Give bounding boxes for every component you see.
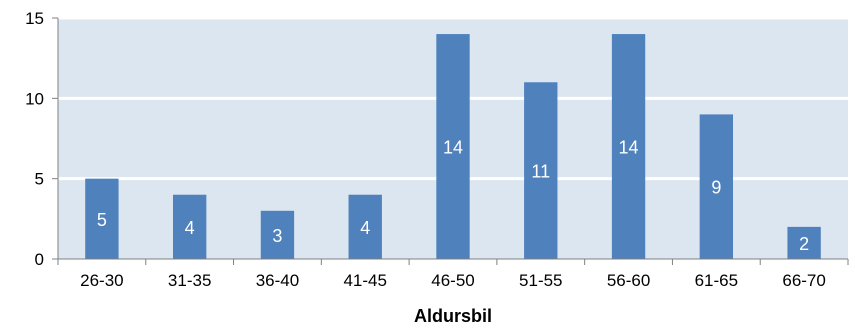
y-tick-label: 15 — [25, 9, 44, 28]
data-label: 11 — [531, 162, 550, 182]
y-tick-labels: 0 5 10 15 — [25, 9, 44, 269]
bar — [85, 178, 119, 259]
x-tick-label: 31-35 — [168, 271, 211, 290]
data-label: 14 — [443, 138, 463, 158]
x-axis-title: Aldursbil — [414, 306, 492, 326]
y-tick-label: 0 — [35, 250, 44, 269]
data-label: 4 — [360, 218, 370, 238]
bar — [348, 194, 382, 259]
bar — [260, 210, 295, 259]
data-label: 9 — [711, 178, 721, 198]
x-tick-label: 56-60 — [607, 271, 650, 290]
data-label: 4 — [185, 218, 195, 238]
data-label: 3 — [272, 226, 282, 246]
bars — [85, 34, 821, 260]
bar — [524, 82, 558, 260]
x-tick-label: 26-30 — [80, 271, 123, 290]
bar — [787, 226, 821, 259]
axes — [52, 17, 849, 265]
bar — [611, 34, 646, 259]
x-tick-label: 41-45 — [343, 271, 386, 290]
x-tick-label: 36-40 — [256, 271, 299, 290]
x-tick-label: 46-50 — [431, 271, 474, 290]
data-label: 5 — [97, 210, 107, 230]
y-tick-label: 10 — [25, 89, 44, 108]
x-tick-label: 51-55 — [519, 271, 562, 290]
bar — [172, 194, 207, 259]
bar — [699, 114, 734, 260]
data-labels: 5 4 3 4 14 11 14 9 2 — [97, 138, 809, 254]
x-tick-label: 66-70 — [782, 271, 825, 290]
x-tick-labels: 26-30 31-35 36-40 41-45 46-50 51-55 56-60 61-65… — [80, 271, 826, 290]
data-label: 14 — [619, 138, 639, 158]
y-tick-label: 5 — [35, 170, 44, 189]
data-label: 2 — [799, 234, 809, 254]
x-tick-label: 61-65 — [695, 271, 738, 290]
bar — [436, 34, 470, 259]
